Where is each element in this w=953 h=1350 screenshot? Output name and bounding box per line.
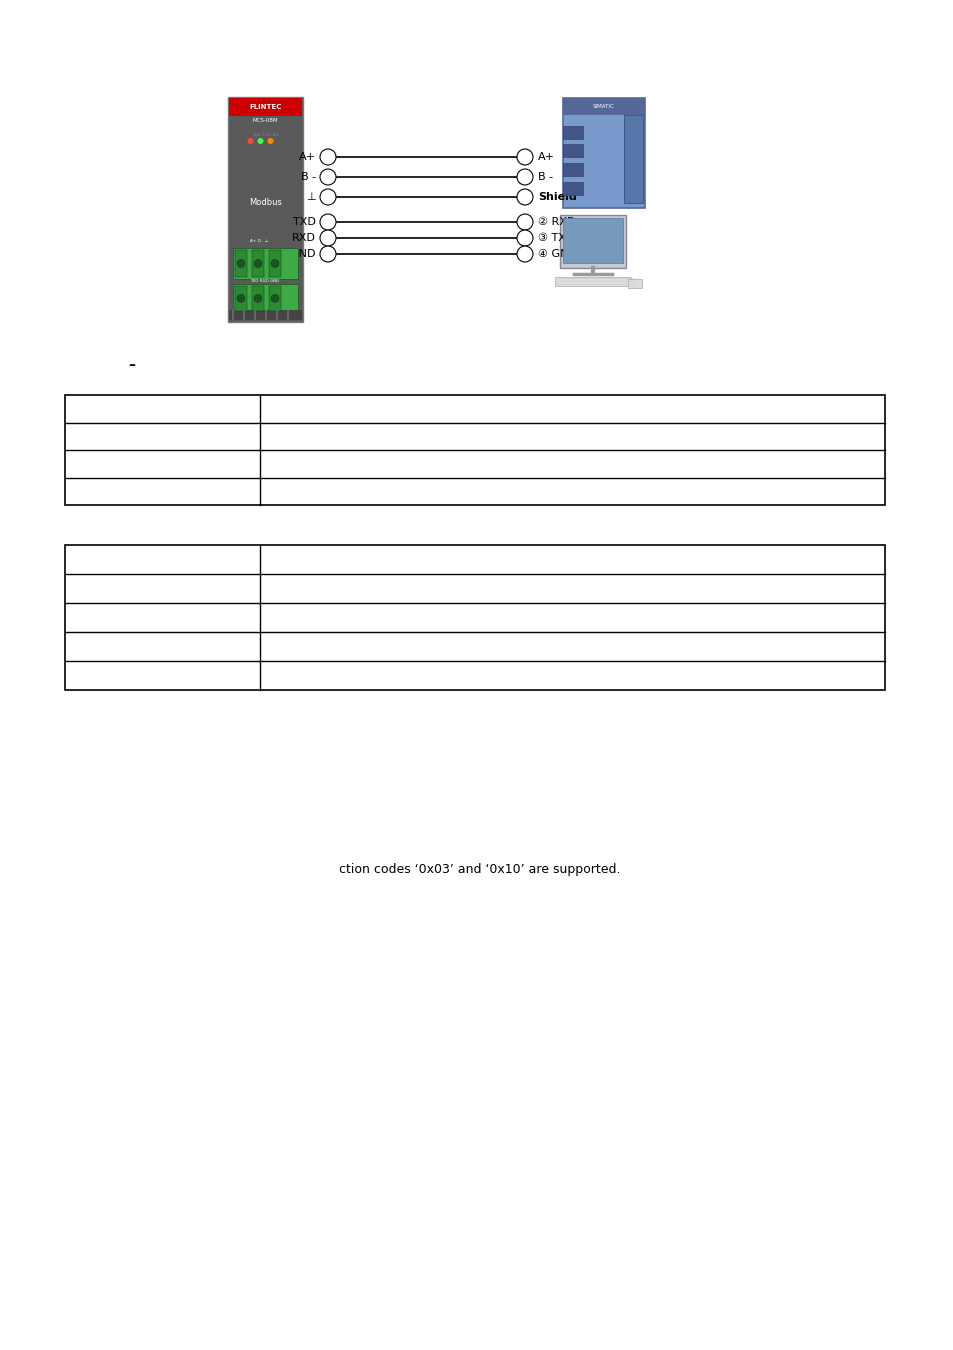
Circle shape (517, 215, 533, 230)
Bar (628, 278, 641, 288)
Bar (555, 277, 630, 286)
Bar (252, 250, 264, 277)
Text: GND: GND (291, 248, 315, 259)
Circle shape (236, 294, 245, 302)
Circle shape (271, 259, 278, 267)
Text: Modbus: Modbus (249, 198, 282, 208)
Bar (562, 182, 583, 194)
Circle shape (319, 246, 335, 262)
Bar (624, 115, 642, 202)
Bar (234, 250, 247, 277)
Text: Shield: Shield (537, 192, 577, 202)
Text: A+ D-  ⊥: A+ D- ⊥ (251, 239, 269, 243)
Text: TXD: TXD (293, 217, 315, 227)
Circle shape (319, 215, 335, 230)
Bar (269, 286, 281, 310)
Text: ④ GND: ④ GND (537, 248, 577, 259)
Circle shape (319, 230, 335, 246)
Circle shape (253, 259, 262, 267)
Bar (559, 215, 626, 267)
Bar (562, 99, 644, 115)
Bar (228, 97, 303, 323)
Text: ③ TXD: ③ TXD (537, 234, 574, 243)
Text: B -: B - (300, 171, 315, 182)
Bar (562, 217, 623, 262)
Text: SIMATIC: SIMATIC (593, 104, 615, 109)
Text: A+: A+ (537, 153, 555, 162)
Bar (562, 163, 583, 176)
Bar (229, 99, 302, 116)
Bar (65, 396, 884, 505)
Text: Opr  Lnk  Err: Opr Lnk Err (253, 134, 278, 136)
Text: MCS-08M: MCS-08M (253, 119, 278, 123)
Bar (65, 545, 884, 690)
Text: RXD: RXD (292, 234, 315, 243)
Text: ② RXD: ② RXD (537, 217, 575, 227)
Circle shape (319, 169, 335, 185)
Text: A+: A+ (298, 153, 315, 162)
Circle shape (517, 189, 533, 205)
Circle shape (271, 294, 278, 302)
Circle shape (236, 259, 245, 267)
Circle shape (247, 138, 253, 144)
Bar (233, 248, 297, 279)
Circle shape (517, 230, 533, 246)
Bar (234, 286, 247, 310)
Text: ⊥: ⊥ (306, 192, 315, 202)
Text: FLINTEC: FLINTEC (249, 104, 281, 109)
Circle shape (253, 294, 262, 302)
Bar (562, 126, 583, 139)
Bar (252, 286, 264, 310)
Bar (269, 250, 281, 277)
Text: –: – (128, 358, 135, 373)
Circle shape (267, 138, 274, 144)
Circle shape (517, 246, 533, 262)
Bar (233, 284, 297, 313)
Circle shape (257, 138, 263, 144)
Circle shape (517, 169, 533, 185)
Circle shape (319, 148, 335, 165)
Text: B -: B - (537, 171, 553, 182)
Text: TXD RXD GND: TXD RXD GND (251, 279, 279, 284)
Text: ction codes ‘0x03’ and ‘0x10’ are supported.: ction codes ‘0x03’ and ‘0x10’ are suppor… (339, 864, 620, 876)
Circle shape (319, 189, 335, 205)
Bar (229, 310, 302, 320)
Bar (562, 144, 583, 158)
Bar (562, 99, 644, 208)
Circle shape (517, 148, 533, 165)
